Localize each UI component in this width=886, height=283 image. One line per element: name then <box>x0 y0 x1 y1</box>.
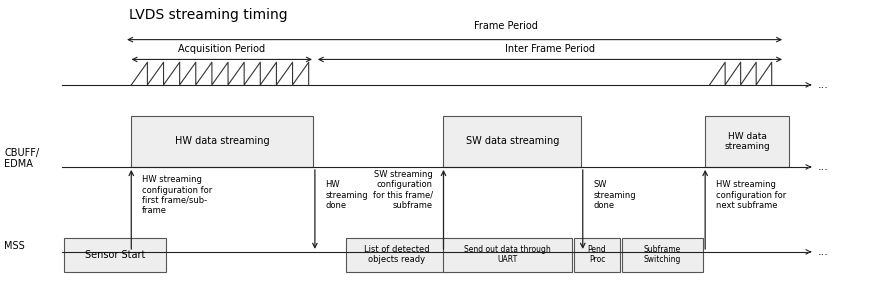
Bar <box>131 116 313 167</box>
Text: Pend
Proc: Pend Proc <box>587 245 606 264</box>
Text: SW data streaming: SW data streaming <box>465 136 558 147</box>
Text: ...: ... <box>817 247 828 257</box>
Text: ...: ... <box>817 80 828 90</box>
Bar <box>573 238 619 272</box>
Text: HW
streaming
done: HW streaming done <box>325 180 368 210</box>
Text: SW streaming
configuration
for this frame/
subframe: SW streaming configuration for this fram… <box>372 170 432 210</box>
Text: HW streaming
configuration for
first frame/sub-
frame: HW streaming configuration for first fra… <box>142 175 212 215</box>
Bar <box>704 116 789 167</box>
Text: Frame Period: Frame Period <box>473 21 537 31</box>
Text: Acquisition Period: Acquisition Period <box>178 44 265 54</box>
Text: HW streaming
configuration for
next subframe: HW streaming configuration for next subf… <box>715 180 785 210</box>
Text: HW data streaming: HW data streaming <box>175 136 269 147</box>
Text: ...: ... <box>817 162 828 172</box>
Bar <box>443 238 571 272</box>
Text: Inter Frame Period: Inter Frame Period <box>504 44 595 54</box>
Text: List of detected
objects ready: List of detected objects ready <box>364 245 429 264</box>
Text: Send out data through
UART: Send out data through UART <box>464 245 550 264</box>
Text: Subframe
Switching: Subframe Switching <box>643 245 680 264</box>
Text: CBUFF/
EDMA: CBUFF/ EDMA <box>4 148 40 169</box>
Bar <box>346 238 447 272</box>
Text: HW data
streaming: HW data streaming <box>724 132 769 151</box>
Text: LVDS streaming timing: LVDS streaming timing <box>128 8 287 22</box>
Bar <box>443 116 580 167</box>
Bar <box>64 238 166 272</box>
Text: MSS: MSS <box>4 241 25 251</box>
Text: SW
streaming
done: SW streaming done <box>593 180 635 210</box>
Text: Sensor Start: Sensor Start <box>84 250 145 260</box>
Bar <box>621 238 703 272</box>
